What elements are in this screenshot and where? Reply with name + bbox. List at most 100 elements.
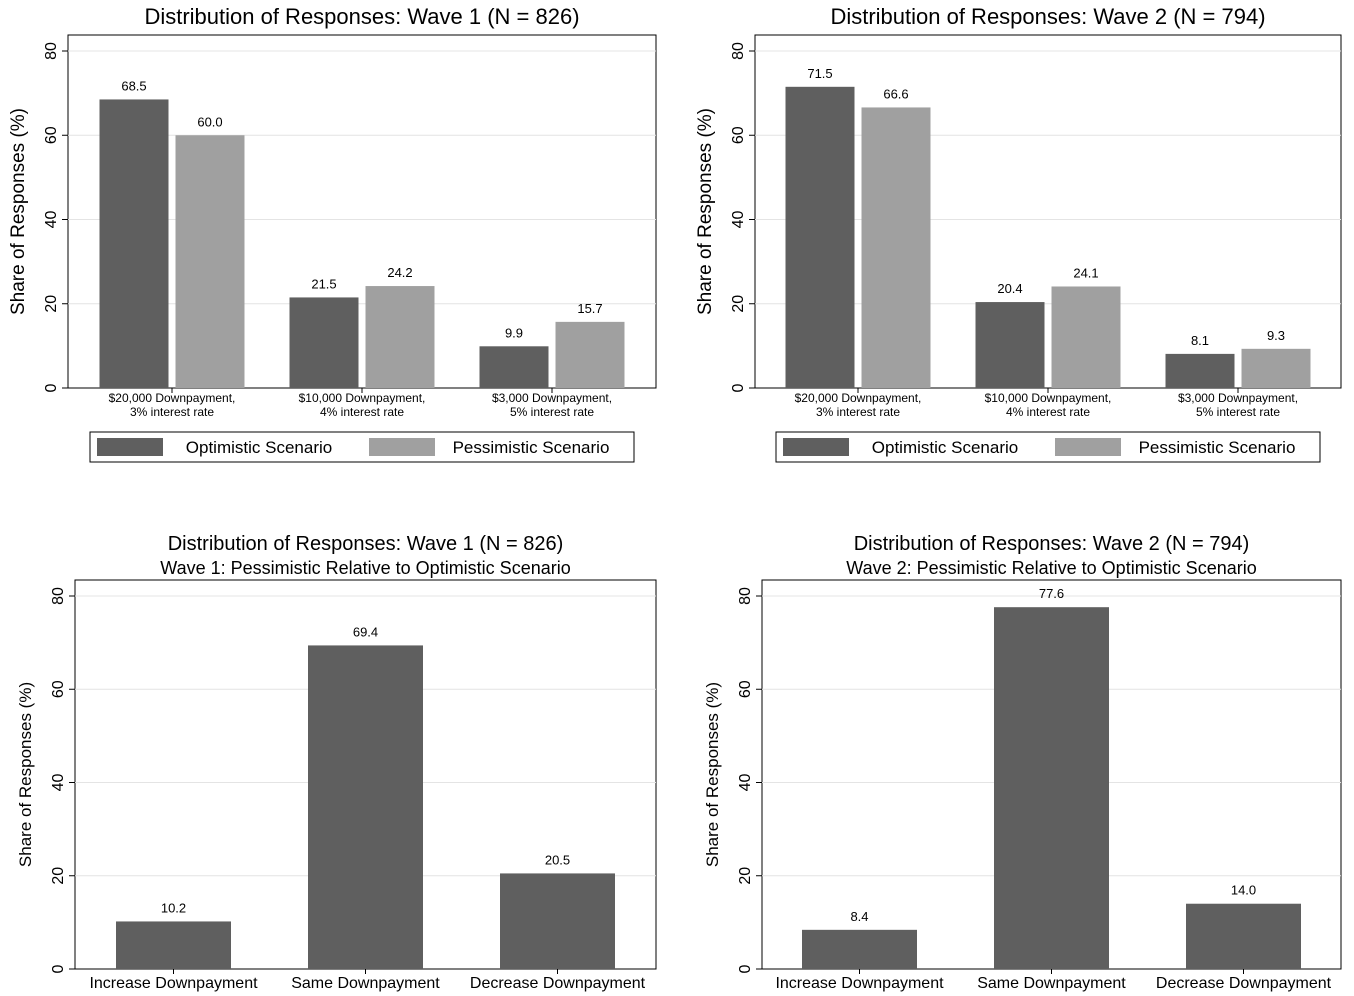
- y-tick-label: 20: [43, 295, 60, 313]
- data-label: 21.5: [311, 276, 336, 291]
- x-tick-label: 5% interest rate: [510, 405, 594, 419]
- y-tick-label: 60: [50, 680, 67, 698]
- y-tick-label: 20: [730, 295, 747, 313]
- y-tick-label: 0: [730, 383, 747, 392]
- data-label: 10.2: [161, 900, 186, 915]
- y-tick-label: 60: [737, 680, 754, 698]
- x-tick-label: Same Downpayment: [291, 975, 440, 992]
- chart-subtitle: Wave 1: Pessimistic Relative to Optimist…: [160, 558, 570, 578]
- data-label: 24.2: [387, 265, 412, 280]
- bar: [500, 873, 615, 969]
- x-tick-label: 4% interest rate: [320, 405, 404, 419]
- data-label: 66.6: [883, 86, 908, 101]
- y-tick-label: 40: [50, 774, 67, 792]
- y-tick-label: 20: [50, 867, 67, 885]
- legend-box: [775, 431, 1321, 463]
- bar: [1051, 286, 1121, 388]
- y-tick-label: 0: [43, 383, 60, 392]
- legend-swatch: [783, 438, 849, 456]
- y-tick-label: 20: [737, 867, 754, 885]
- bar: [175, 135, 245, 388]
- x-tick-label: 3% interest rate: [816, 405, 900, 419]
- legend-swatch: [1055, 438, 1121, 456]
- chart-panel-1: Distribution of Responses: Wave 1 (N = 8…: [8, 4, 657, 463]
- x-tick-label: Increase Downpayment: [89, 975, 258, 992]
- x-tick-label: $3,000 Downpayment,: [1178, 391, 1298, 405]
- bar: [555, 321, 625, 388]
- bar: [802, 929, 917, 969]
- bar: [785, 86, 855, 389]
- legend-swatch: [97, 438, 163, 456]
- data-label: 60.0: [197, 114, 222, 129]
- x-tick-label: 5% interest rate: [1196, 405, 1280, 419]
- chart-title: Distribution of Responses: Wave 1 (N = 8…: [168, 533, 564, 555]
- x-tick-label: Decrease Downpayment: [1156, 975, 1332, 992]
- y-tick-label: 0: [737, 964, 754, 973]
- data-label: 9.3: [1267, 328, 1285, 343]
- chart-subtitle: Wave 2: Pessimistic Relative to Optimist…: [846, 558, 1256, 578]
- chart-panel-3: Distribution of Responses: Wave 1 (N = 8…: [16, 533, 657, 992]
- legend: Optimistic Scenario Pessimistic Scenario: [89, 431, 635, 463]
- bar: [289, 297, 359, 388]
- y-tick-label: 80: [737, 587, 754, 605]
- data-label: 8.4: [850, 909, 868, 924]
- data-label: 69.4: [353, 624, 378, 639]
- chart-title: Distribution of Responses: Wave 2 (N = 7…: [854, 533, 1250, 555]
- y-tick-label: 40: [737, 774, 754, 792]
- y-tick-label: 40: [730, 211, 747, 229]
- data-label: 8.1: [1191, 333, 1209, 348]
- y-axis-label: Share of Responses (%): [703, 682, 722, 867]
- bar: [1241, 348, 1311, 388]
- x-tick-label: 4% interest rate: [1006, 405, 1090, 419]
- legend-box: [89, 431, 635, 463]
- data-label: 71.5: [807, 66, 832, 81]
- chart-panel-4: Distribution of Responses: Wave 2 (N = 7…: [703, 533, 1342, 992]
- bar: [365, 286, 435, 388]
- x-tick-label: Increase Downpayment: [775, 975, 944, 992]
- chart-panel-2: Distribution of Responses: Wave 2 (N = 7…: [695, 4, 1342, 463]
- y-tick-label: 0: [50, 964, 67, 973]
- x-tick-label: $10,000 Downpayment,: [985, 391, 1112, 405]
- data-label: 20.5: [545, 852, 570, 867]
- legend: Optimistic Scenario Pessimistic Scenario: [775, 431, 1321, 463]
- legend-label: Optimistic Scenario: [186, 438, 332, 457]
- y-tick-label: 80: [730, 42, 747, 60]
- y-axis-label: Share of Responses (%): [8, 108, 29, 315]
- y-tick-label: 40: [43, 211, 60, 229]
- y-tick-label: 80: [43, 42, 60, 60]
- bar: [994, 607, 1109, 969]
- data-label: 14.0: [1231, 883, 1256, 898]
- bar: [308, 645, 423, 969]
- bar: [1165, 353, 1235, 388]
- x-tick-label: Decrease Downpayment: [470, 975, 646, 992]
- x-tick-label: $20,000 Downpayment,: [795, 391, 922, 405]
- legend-label: Pessimistic Scenario: [1139, 438, 1296, 457]
- y-axis-label: Share of Responses (%): [695, 108, 716, 315]
- legend-swatch: [369, 438, 435, 456]
- bar: [861, 107, 931, 388]
- data-label: 24.1: [1073, 265, 1098, 280]
- bar: [1186, 903, 1301, 969]
- bar: [975, 302, 1045, 388]
- x-tick-label: Same Downpayment: [977, 975, 1126, 992]
- data-label: 15.7: [577, 301, 602, 316]
- y-axis-label: Share of Responses (%): [16, 682, 35, 867]
- bar: [479, 346, 549, 388]
- chart-title: Distribution of Responses: Wave 2 (N = 7…: [830, 4, 1265, 29]
- x-tick-label: $3,000 Downpayment,: [492, 391, 612, 405]
- data-label: 20.4: [997, 281, 1022, 296]
- bar: [116, 921, 231, 969]
- y-tick-label: 80: [50, 587, 67, 605]
- legend-label: Optimistic Scenario: [872, 438, 1018, 457]
- x-tick-label: $10,000 Downpayment,: [299, 391, 426, 405]
- legend-label: Pessimistic Scenario: [453, 438, 610, 457]
- x-tick-label: 3% interest rate: [130, 405, 214, 419]
- bar: [99, 99, 169, 388]
- y-tick-label: 60: [730, 126, 747, 144]
- data-label: 77.6: [1039, 586, 1064, 601]
- y-tick-label: 60: [43, 126, 60, 144]
- x-tick-label: $20,000 Downpayment,: [109, 391, 236, 405]
- chart-title: Distribution of Responses: Wave 1 (N = 8…: [144, 4, 579, 29]
- data-label: 68.5: [121, 78, 146, 93]
